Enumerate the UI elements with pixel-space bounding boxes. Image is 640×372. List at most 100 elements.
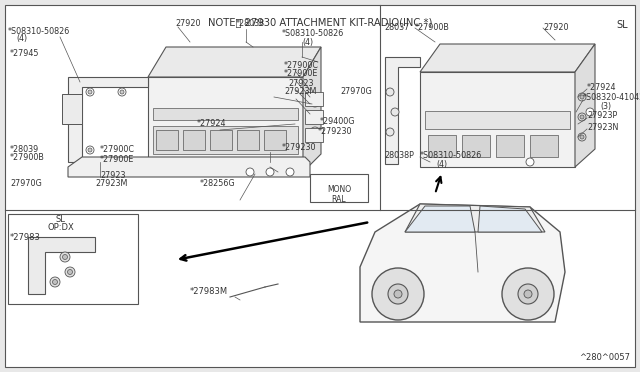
Text: SL: SL [616, 20, 628, 30]
Circle shape [578, 133, 586, 141]
Circle shape [580, 115, 584, 119]
Polygon shape [148, 47, 321, 77]
Text: *S08320-41042: *S08320-41042 [583, 93, 640, 103]
Text: 27923P: 27923P [587, 112, 617, 121]
Circle shape [310, 127, 320, 137]
Text: (4): (4) [302, 38, 313, 46]
Circle shape [578, 93, 586, 101]
Text: *279230: *279230 [282, 142, 317, 151]
Circle shape [386, 88, 394, 96]
Bar [496, 135, 524, 157]
Bar [156, 130, 178, 150]
Bar [425, 111, 570, 129]
Text: 27923M: 27923M [95, 180, 127, 189]
Circle shape [50, 277, 60, 287]
Text: *27900B: *27900B [10, 153, 45, 161]
Polygon shape [360, 204, 565, 322]
Polygon shape [385, 57, 420, 164]
Text: 27920: 27920 [175, 19, 200, 29]
Circle shape [60, 252, 70, 262]
Text: *29400G: *29400G [320, 118, 355, 126]
Bar [305, 128, 323, 142]
Text: ^280^0057: ^280^0057 [579, 353, 630, 362]
Text: *27924: *27924 [587, 83, 616, 92]
Circle shape [65, 267, 75, 277]
Bar [420, 72, 575, 167]
Circle shape [518, 284, 538, 304]
Circle shape [52, 279, 58, 285]
Circle shape [391, 108, 399, 116]
Polygon shape [478, 206, 542, 232]
Bar [428, 135, 456, 157]
Text: 27923M: 27923M [284, 87, 316, 96]
Text: *S08310-50826: *S08310-50826 [8, 26, 70, 35]
Text: 27970G: 27970G [10, 180, 42, 189]
Bar [210, 130, 232, 150]
Text: 27923N: 27923N [587, 122, 618, 131]
Polygon shape [420, 44, 595, 72]
Circle shape [120, 90, 124, 94]
Circle shape [118, 88, 126, 96]
Circle shape [372, 268, 424, 320]
Text: MONO: MONO [327, 185, 351, 193]
Text: RAL: RAL [332, 195, 346, 203]
Bar [530, 135, 558, 157]
Text: *27924: *27924 [197, 119, 227, 128]
Circle shape [524, 290, 532, 298]
Circle shape [580, 95, 584, 99]
Text: OP:DX: OP:DX [48, 224, 75, 232]
Circle shape [310, 112, 320, 122]
Text: *27945: *27945 [10, 49, 40, 58]
Text: *28039: *28039 [10, 144, 39, 154]
Bar [462, 135, 490, 157]
Text: *S08310-50826: *S08310-50826 [420, 151, 483, 160]
Text: *279230: *279230 [318, 128, 353, 137]
Bar [237, 130, 259, 150]
Text: *27983: *27983 [10, 234, 41, 243]
Circle shape [394, 290, 402, 298]
Bar [183, 130, 205, 150]
Text: NOTE、 27930 ATTACHMENT KIT-RADIO(INC.*): NOTE、 27930 ATTACHMENT KIT-RADIO(INC.*) [208, 17, 432, 27]
Bar [305, 110, 323, 124]
Text: *27900E: *27900E [100, 154, 134, 164]
Text: 28038P: 28038P [384, 151, 414, 160]
Circle shape [578, 113, 586, 121]
Text: *27983M: *27983M [190, 288, 228, 296]
Bar [310, 174, 368, 202]
Text: 27920: 27920 [543, 22, 568, 32]
Polygon shape [575, 44, 595, 167]
Circle shape [586, 108, 594, 116]
Text: SL: SL [55, 215, 65, 224]
Circle shape [386, 128, 394, 136]
Circle shape [266, 168, 274, 176]
Circle shape [88, 148, 92, 152]
Polygon shape [68, 77, 148, 162]
Circle shape [388, 284, 408, 304]
Text: *28256G: *28256G [200, 180, 236, 189]
Text: *27900E: *27900E [284, 70, 318, 78]
Text: *27900C: *27900C [284, 61, 319, 70]
Circle shape [86, 88, 94, 96]
Text: *28038: *28038 [236, 19, 265, 29]
Circle shape [580, 135, 584, 139]
Text: 27923: 27923 [288, 78, 314, 87]
Bar [305, 92, 323, 106]
Text: (4): (4) [16, 33, 27, 42]
Bar [62, 94, 82, 124]
Circle shape [310, 97, 320, 107]
Circle shape [67, 269, 72, 275]
Circle shape [502, 268, 554, 320]
Circle shape [86, 146, 94, 154]
Polygon shape [28, 237, 95, 294]
Text: *27900C: *27900C [100, 145, 135, 154]
Polygon shape [405, 206, 475, 232]
Text: *27900B: *27900B [415, 22, 450, 32]
Text: *S08310-50826: *S08310-50826 [282, 29, 344, 38]
Bar [153, 126, 298, 154]
Circle shape [88, 90, 92, 94]
Bar [148, 77, 303, 172]
Bar [8, 214, 138, 304]
Circle shape [246, 168, 254, 176]
Bar [264, 130, 286, 150]
Circle shape [526, 158, 534, 166]
